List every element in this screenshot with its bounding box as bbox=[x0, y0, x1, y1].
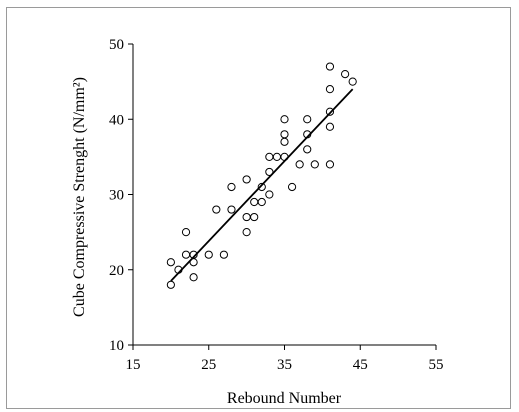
axes bbox=[132, 44, 436, 346]
data-point bbox=[212, 205, 221, 214]
data-point bbox=[325, 122, 335, 131]
data-point bbox=[265, 152, 274, 161]
y-axis-title: Cube Compressive Strenght (N/mm²) bbox=[71, 77, 88, 317]
data-point bbox=[250, 212, 259, 222]
data-point bbox=[265, 190, 274, 199]
data-point bbox=[257, 182, 266, 192]
data-point bbox=[242, 175, 251, 184]
data-point bbox=[227, 182, 236, 192]
data-point bbox=[280, 130, 289, 139]
y-tick-label: 40 bbox=[109, 112, 124, 128]
y-tick-label: 20 bbox=[109, 263, 124, 279]
data-point bbox=[257, 197, 266, 207]
data-point bbox=[295, 160, 304, 169]
x-tick-label: 55 bbox=[429, 357, 444, 373]
x-axis-title: Rebound Number bbox=[227, 390, 342, 407]
data-points bbox=[166, 62, 357, 289]
data-point bbox=[310, 160, 319, 169]
y-ticks: 10 20 30 40 50 bbox=[109, 37, 133, 354]
data-point bbox=[287, 182, 297, 192]
trendline bbox=[170, 88, 354, 282]
data-point bbox=[166, 280, 175, 289]
x-tick-label: 35 bbox=[277, 357, 292, 373]
x-ticks: 15 25 35 45 55 bbox=[126, 345, 444, 373]
trendline-group bbox=[170, 88, 354, 282]
y-tick-label: 50 bbox=[109, 37, 124, 53]
data-point bbox=[341, 70, 350, 79]
data-point bbox=[265, 167, 274, 177]
data-point bbox=[181, 228, 191, 237]
x-tick-label: 15 bbox=[126, 357, 141, 373]
data-point bbox=[189, 273, 198, 282]
data-point bbox=[250, 197, 259, 207]
data-point bbox=[219, 250, 228, 259]
data-point bbox=[242, 228, 251, 237]
data-point bbox=[325, 62, 335, 71]
y-tick-label: 10 bbox=[109, 338, 124, 354]
data-point bbox=[204, 250, 213, 259]
data-point bbox=[227, 205, 236, 214]
data-point bbox=[280, 115, 289, 124]
data-point bbox=[166, 258, 175, 267]
data-point bbox=[189, 258, 198, 267]
data-point bbox=[325, 85, 335, 94]
y-tick-label: 30 bbox=[109, 188, 124, 204]
x-tick-label: 45 bbox=[353, 357, 368, 373]
data-point bbox=[348, 77, 357, 86]
chart-frame: 10 20 30 40 50 15 25 35 45 55 Rebound Number Cub… bbox=[6, 7, 511, 409]
scatter-chart: 10 20 30 40 50 15 25 35 45 55 Rebound Number Cub… bbox=[71, 37, 444, 407]
data-point bbox=[303, 115, 312, 124]
data-point bbox=[280, 137, 289, 146]
data-point bbox=[325, 107, 335, 116]
data-point bbox=[181, 250, 191, 259]
x-tick-label: 25 bbox=[201, 357, 216, 373]
data-point bbox=[325, 160, 335, 169]
data-point bbox=[272, 152, 282, 161]
data-point bbox=[303, 145, 312, 154]
data-point bbox=[242, 212, 251, 222]
